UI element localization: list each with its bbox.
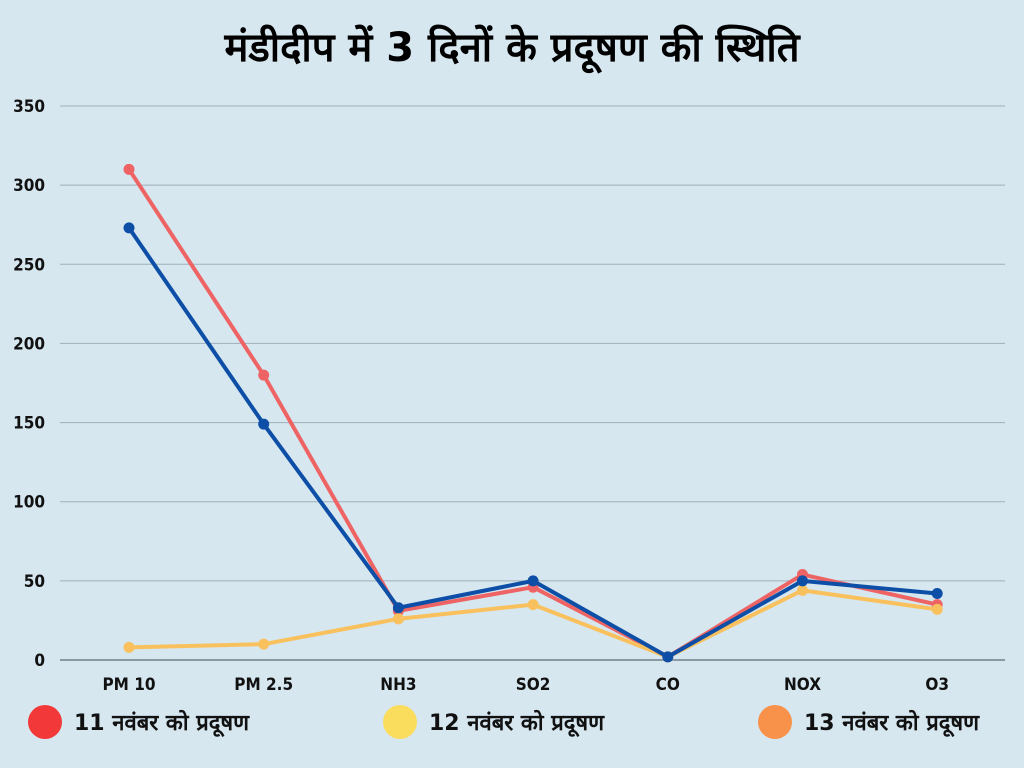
legend-item-3: 13 नवंबर को प्रदूषण — [758, 705, 979, 739]
legend-label: 11 नवंबर को प्रदूषण — [74, 711, 250, 736]
y-tick-label: 50 — [24, 572, 45, 592]
y-tick-label: 350 — [13, 97, 45, 117]
x-tick-label: PM 10 — [102, 675, 155, 695]
data-point — [797, 584, 808, 596]
y-tick-label: 150 — [13, 414, 45, 434]
data-point — [392, 602, 404, 614]
x-tick-label: CO — [656, 675, 680, 695]
legend-label: 13 नवंबर को प्रदूषण — [804, 711, 980, 736]
legend-label: 12 नवंबर को प्रदूषण — [429, 711, 605, 736]
y-tick-label: 300 — [13, 176, 45, 196]
data-point — [527, 575, 539, 587]
data-point — [258, 638, 270, 650]
data-point — [527, 599, 539, 611]
y-tick-label: 100 — [13, 493, 45, 513]
x-tick-label: O3 — [925, 675, 949, 695]
y-tick-label: 200 — [13, 334, 45, 354]
legend-item-2: 12 नवंबर को प्रदूषण — [383, 705, 604, 739]
data-point — [258, 418, 270, 430]
legend-item-1: 11 नवंबर को प्रदूषण — [28, 705, 249, 739]
chart-title: मंडीदीप में 3 दिनों के प्रदूषण की स्थिति — [224, 25, 800, 71]
y-tick-label: 250 — [13, 255, 45, 275]
data-point — [797, 575, 808, 587]
x-tick-label: SO2 — [516, 675, 551, 695]
x-tick-label: PM 2.5 — [234, 675, 293, 695]
data-point — [258, 369, 270, 381]
x-tick-label: NH3 — [380, 675, 416, 695]
data-point — [392, 613, 404, 625]
legend-swatch — [758, 705, 792, 739]
data-point — [123, 641, 135, 653]
x-tick-label: NOX — [784, 675, 821, 695]
data-point — [123, 163, 135, 175]
data-point — [123, 222, 135, 234]
data-point — [931, 603, 943, 615]
data-point — [931, 588, 943, 600]
data-point — [662, 651, 674, 663]
legend-swatch — [28, 705, 62, 739]
legend-swatch — [383, 705, 417, 739]
y-tick-label: 0 — [34, 651, 45, 671]
